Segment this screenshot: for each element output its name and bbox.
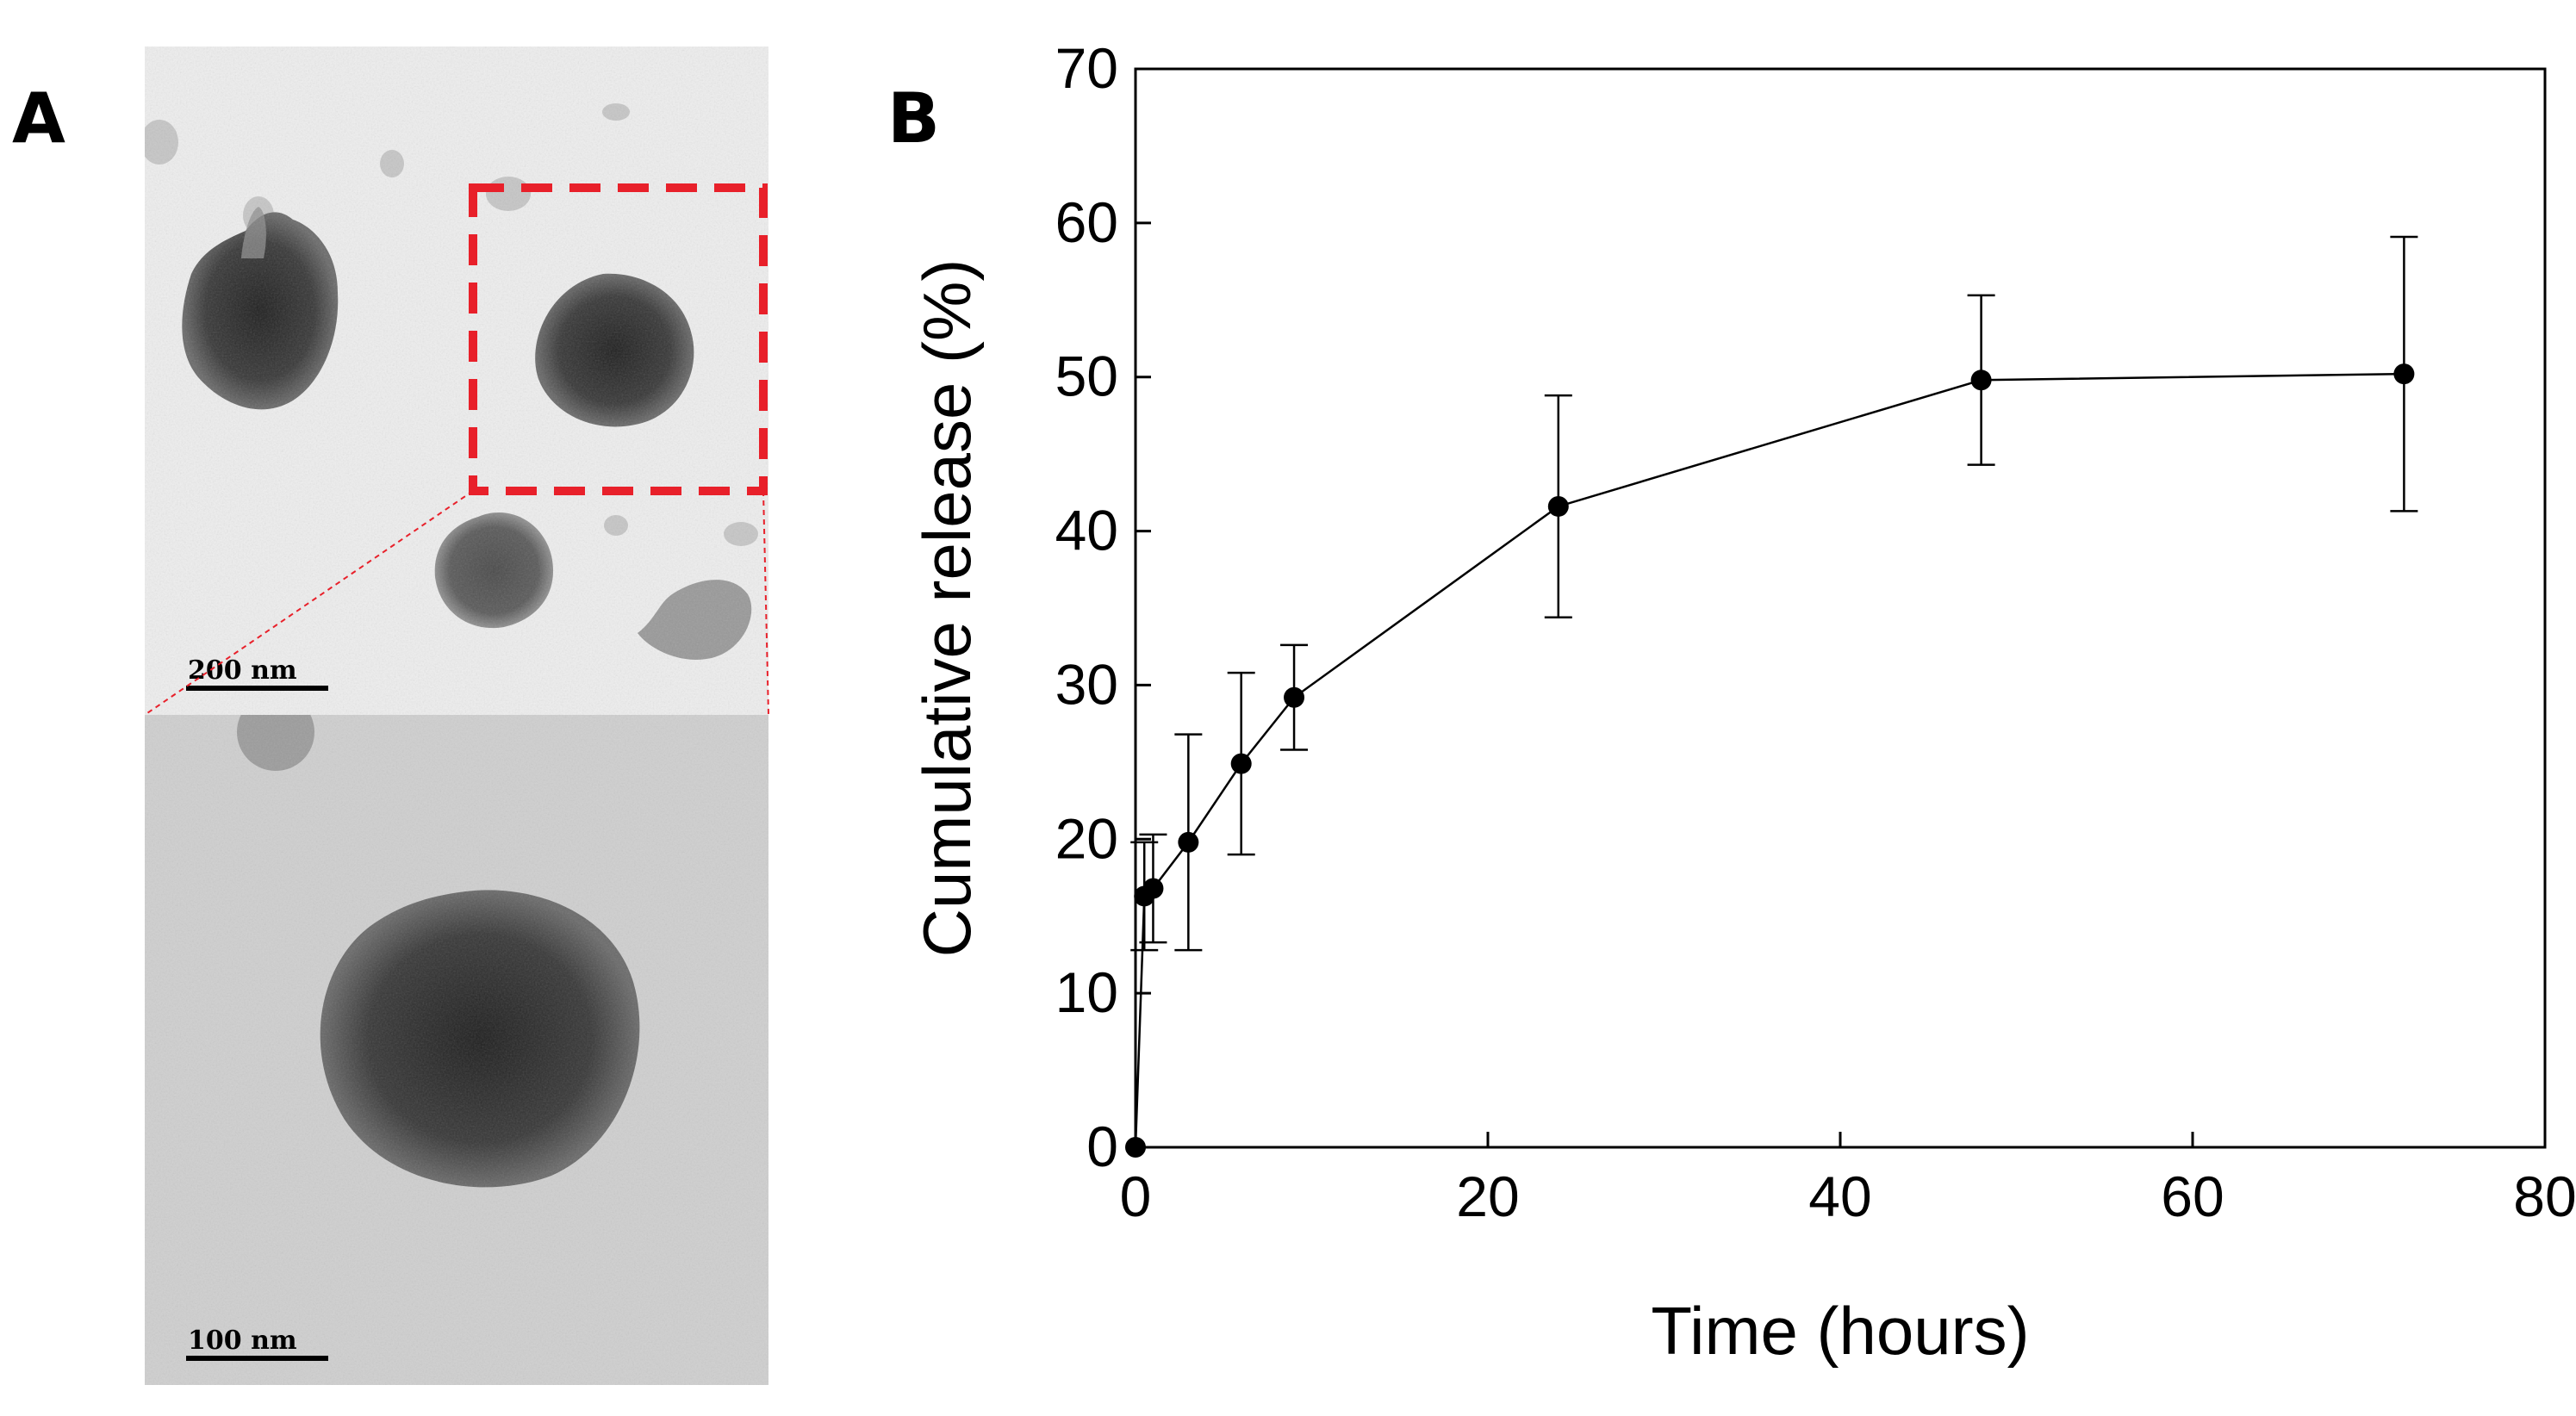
data-points [1125,363,2415,1158]
y-tick-label: 40 [1055,499,1118,562]
scale-bar-bottom [186,1356,328,1361]
data-point [1970,370,1992,391]
x-tick-label: 20 [1456,1164,1519,1228]
x-tick-label: 0 [1120,1164,1152,1228]
micrograph-top [145,47,768,715]
x-tick-label: 60 [2161,1164,2224,1228]
y-tick-label: 50 [1055,345,1118,408]
data-point [1142,878,1164,899]
data-point [2393,363,2415,385]
panel-a-letter: A [12,78,65,158]
error-bars [1130,235,2418,952]
plot-frame [1134,67,2547,1149]
y-tick-label: 10 [1055,960,1118,1024]
y-tick-label: 20 [1055,806,1118,870]
panel-b-letter: B [887,78,940,158]
data-point [1178,831,1199,853]
scale-bar-bottom-label: 100 nm [188,1326,297,1356]
release-chart: 0 10 20 30 40 50 60 70 0 20 40 60 80 Time (hours) C… [909,36,2576,1369]
y-axis-title: Cumulative release (%) [909,259,985,958]
data-point [1230,753,1252,774]
micrograph-bottom [145,715,768,1385]
y-tick-label: 70 [1055,36,1118,100]
scale-bar-top [186,686,328,691]
series-line [1134,372,2405,1148]
y-axis: 0 10 20 30 40 50 60 70 [1055,36,1151,1178]
y-tick-label: 0 [1086,1115,1118,1178]
y-tick-label: 60 [1055,190,1118,254]
x-axis: 0 20 40 60 80 [1120,1132,2576,1228]
x-tick-label: 40 [1808,1164,1871,1228]
zoom-box [469,183,768,495]
x-axis-title: Time (hours) [1651,1293,2029,1369]
data-point [1284,686,1305,708]
data-point [1125,1137,1146,1158]
scale-bar-top-label: 200 nm [188,655,297,686]
x-tick-label: 80 [2513,1164,2576,1228]
data-point [1547,495,1569,517]
y-tick-label: 30 [1055,652,1118,716]
